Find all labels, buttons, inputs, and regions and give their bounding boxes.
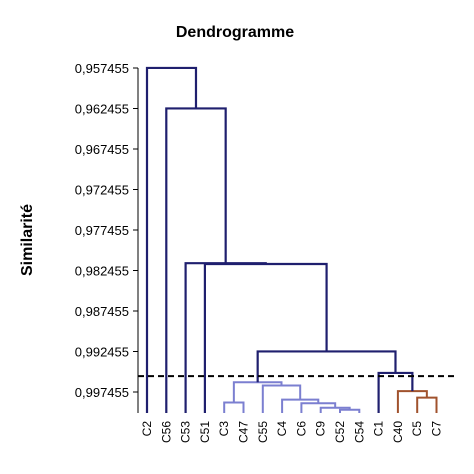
y-tick-label: 0,962455 bbox=[75, 102, 129, 117]
leaf-label: C3 bbox=[217, 421, 231, 437]
leaf-label: C1 bbox=[372, 421, 386, 437]
leaf-label: C54 bbox=[352, 421, 366, 443]
leaf-label: C56 bbox=[159, 421, 173, 443]
leaf-label: C2 bbox=[140, 421, 154, 437]
dendrogram-link bbox=[203, 262, 328, 413]
leaf-label: C6 bbox=[294, 421, 308, 437]
dendrogram-links bbox=[145, 66, 438, 413]
dendrogram-link bbox=[165, 107, 227, 413]
dendrogram-link bbox=[396, 390, 428, 413]
leaf-label: C47 bbox=[237, 421, 251, 443]
dendrogram-link bbox=[256, 350, 397, 383]
leaf-labels: C2 C56 C53 C51 C3 C47 C55 C4 C6 C9 C52 C54 C1 C40 C5 C7 bbox=[140, 421, 444, 443]
y-tick-label: 0,987455 bbox=[75, 304, 129, 319]
dendrogram-link bbox=[145, 66, 198, 413]
dendrogram-link bbox=[416, 396, 438, 413]
y-ticks: 0,957455 0,962455 0,967455 0,972455 0,977455… bbox=[75, 61, 138, 400]
leaf-label: C52 bbox=[333, 421, 347, 443]
y-tick-label: 0,972455 bbox=[75, 183, 129, 198]
chart-title: Dendrogramme bbox=[176, 24, 294, 41]
dendrogram-link bbox=[377, 371, 414, 413]
y-tick-label: 0,992455 bbox=[75, 345, 129, 360]
y-tick-label: 0,967455 bbox=[75, 142, 129, 157]
y-tick-label: 0,957455 bbox=[75, 61, 129, 76]
leaf-label: C7 bbox=[430, 421, 444, 437]
leaf-label: C5 bbox=[410, 421, 424, 437]
y-tick-label: 0,997455 bbox=[75, 385, 129, 400]
leaf-label: C51 bbox=[198, 421, 212, 443]
y-tick-label: 0,977455 bbox=[75, 223, 129, 238]
dendrogram-link bbox=[184, 262, 267, 413]
dendrogram-link bbox=[232, 381, 283, 403]
leaf-label: C53 bbox=[179, 421, 193, 443]
y-tick-label: 0,982455 bbox=[75, 264, 129, 279]
leaf-label: C55 bbox=[256, 421, 270, 443]
leaf-label: C40 bbox=[391, 421, 405, 443]
dendrogram-link bbox=[281, 398, 320, 413]
dendrogram-link bbox=[339, 408, 361, 413]
leaf-label: C4 bbox=[275, 421, 289, 437]
dendrogram-link bbox=[223, 401, 245, 413]
y-axis-label: Similarité bbox=[19, 204, 36, 276]
leaf-label: C9 bbox=[314, 421, 328, 437]
